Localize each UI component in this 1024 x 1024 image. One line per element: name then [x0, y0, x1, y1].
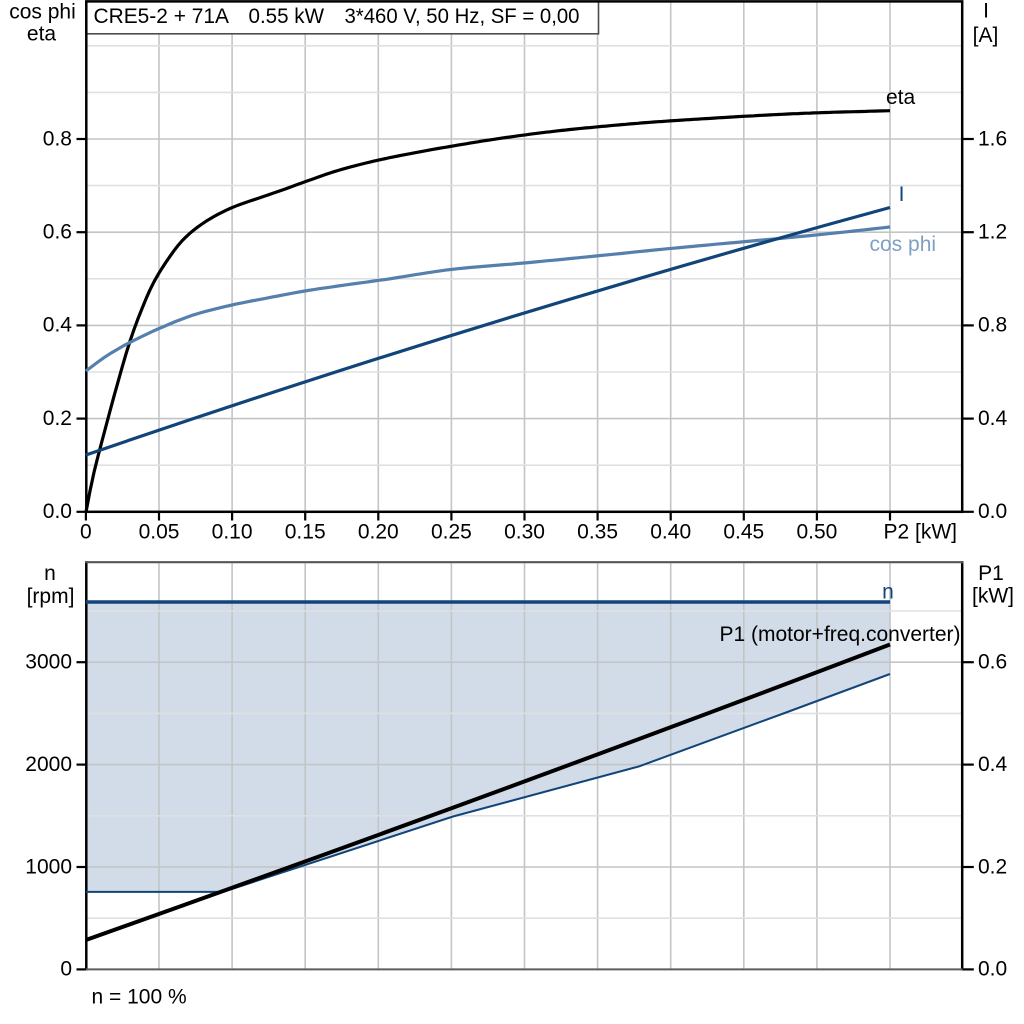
svg-text:n: n [44, 562, 56, 585]
svg-text:0.2: 0.2 [978, 855, 1007, 878]
svg-text:eta: eta [886, 86, 916, 109]
svg-text:0.15: 0.15 [285, 521, 326, 544]
svg-text:0.20: 0.20 [358, 521, 399, 544]
svg-text:0.35: 0.35 [577, 521, 618, 544]
svg-text:P1 (motor+freq.converter): P1 (motor+freq.converter) [719, 623, 960, 646]
svg-text:[rpm]: [rpm] [27, 585, 75, 608]
svg-text:0.05: 0.05 [139, 521, 180, 544]
svg-text:2000: 2000 [25, 753, 72, 776]
svg-text:[kW]: [kW] [972, 585, 1014, 608]
svg-text:1000: 1000 [25, 855, 72, 878]
svg-text:0.25: 0.25 [431, 521, 472, 544]
svg-text:P1: P1 [978, 562, 1004, 585]
svg-text:0.45: 0.45 [723, 521, 764, 544]
svg-text:[A]: [A] [973, 24, 999, 47]
svg-text:0: 0 [80, 521, 92, 544]
svg-text:P2 [kW]: P2 [kW] [883, 521, 957, 544]
svg-text:0.8: 0.8 [978, 314, 1007, 337]
svg-text:0.0: 0.0 [43, 500, 72, 523]
svg-text:0.4: 0.4 [978, 753, 1008, 776]
svg-text:0.4: 0.4 [978, 407, 1008, 430]
svg-text:I: I [899, 183, 905, 206]
svg-text:0.2: 0.2 [43, 407, 72, 430]
svg-text:0: 0 [60, 958, 72, 981]
svg-text:0.4: 0.4 [43, 314, 73, 337]
svg-text:I: I [983, 0, 989, 23]
svg-text:eta: eta [27, 23, 57, 46]
svg-text:0.30: 0.30 [504, 521, 545, 544]
svg-text:0.6: 0.6 [978, 651, 1007, 674]
svg-text:0.40: 0.40 [650, 521, 691, 544]
svg-text:3000: 3000 [25, 651, 72, 674]
svg-text:0.0: 0.0 [978, 958, 1007, 981]
svg-text:1.6: 1.6 [978, 127, 1007, 150]
svg-text:1.2: 1.2 [978, 221, 1007, 244]
svg-text:0.8: 0.8 [43, 127, 72, 150]
svg-text:cos phi: cos phi [9, 1, 76, 24]
svg-text:0.0: 0.0 [978, 500, 1007, 523]
svg-text:n: n [882, 581, 894, 604]
svg-text:cos phi: cos phi [870, 233, 937, 256]
svg-text:0.50: 0.50 [796, 521, 837, 544]
svg-text:0.10: 0.10 [212, 521, 253, 544]
svg-text:0.6: 0.6 [43, 221, 72, 244]
svg-text:n = 100 %: n = 100 % [92, 986, 187, 1009]
